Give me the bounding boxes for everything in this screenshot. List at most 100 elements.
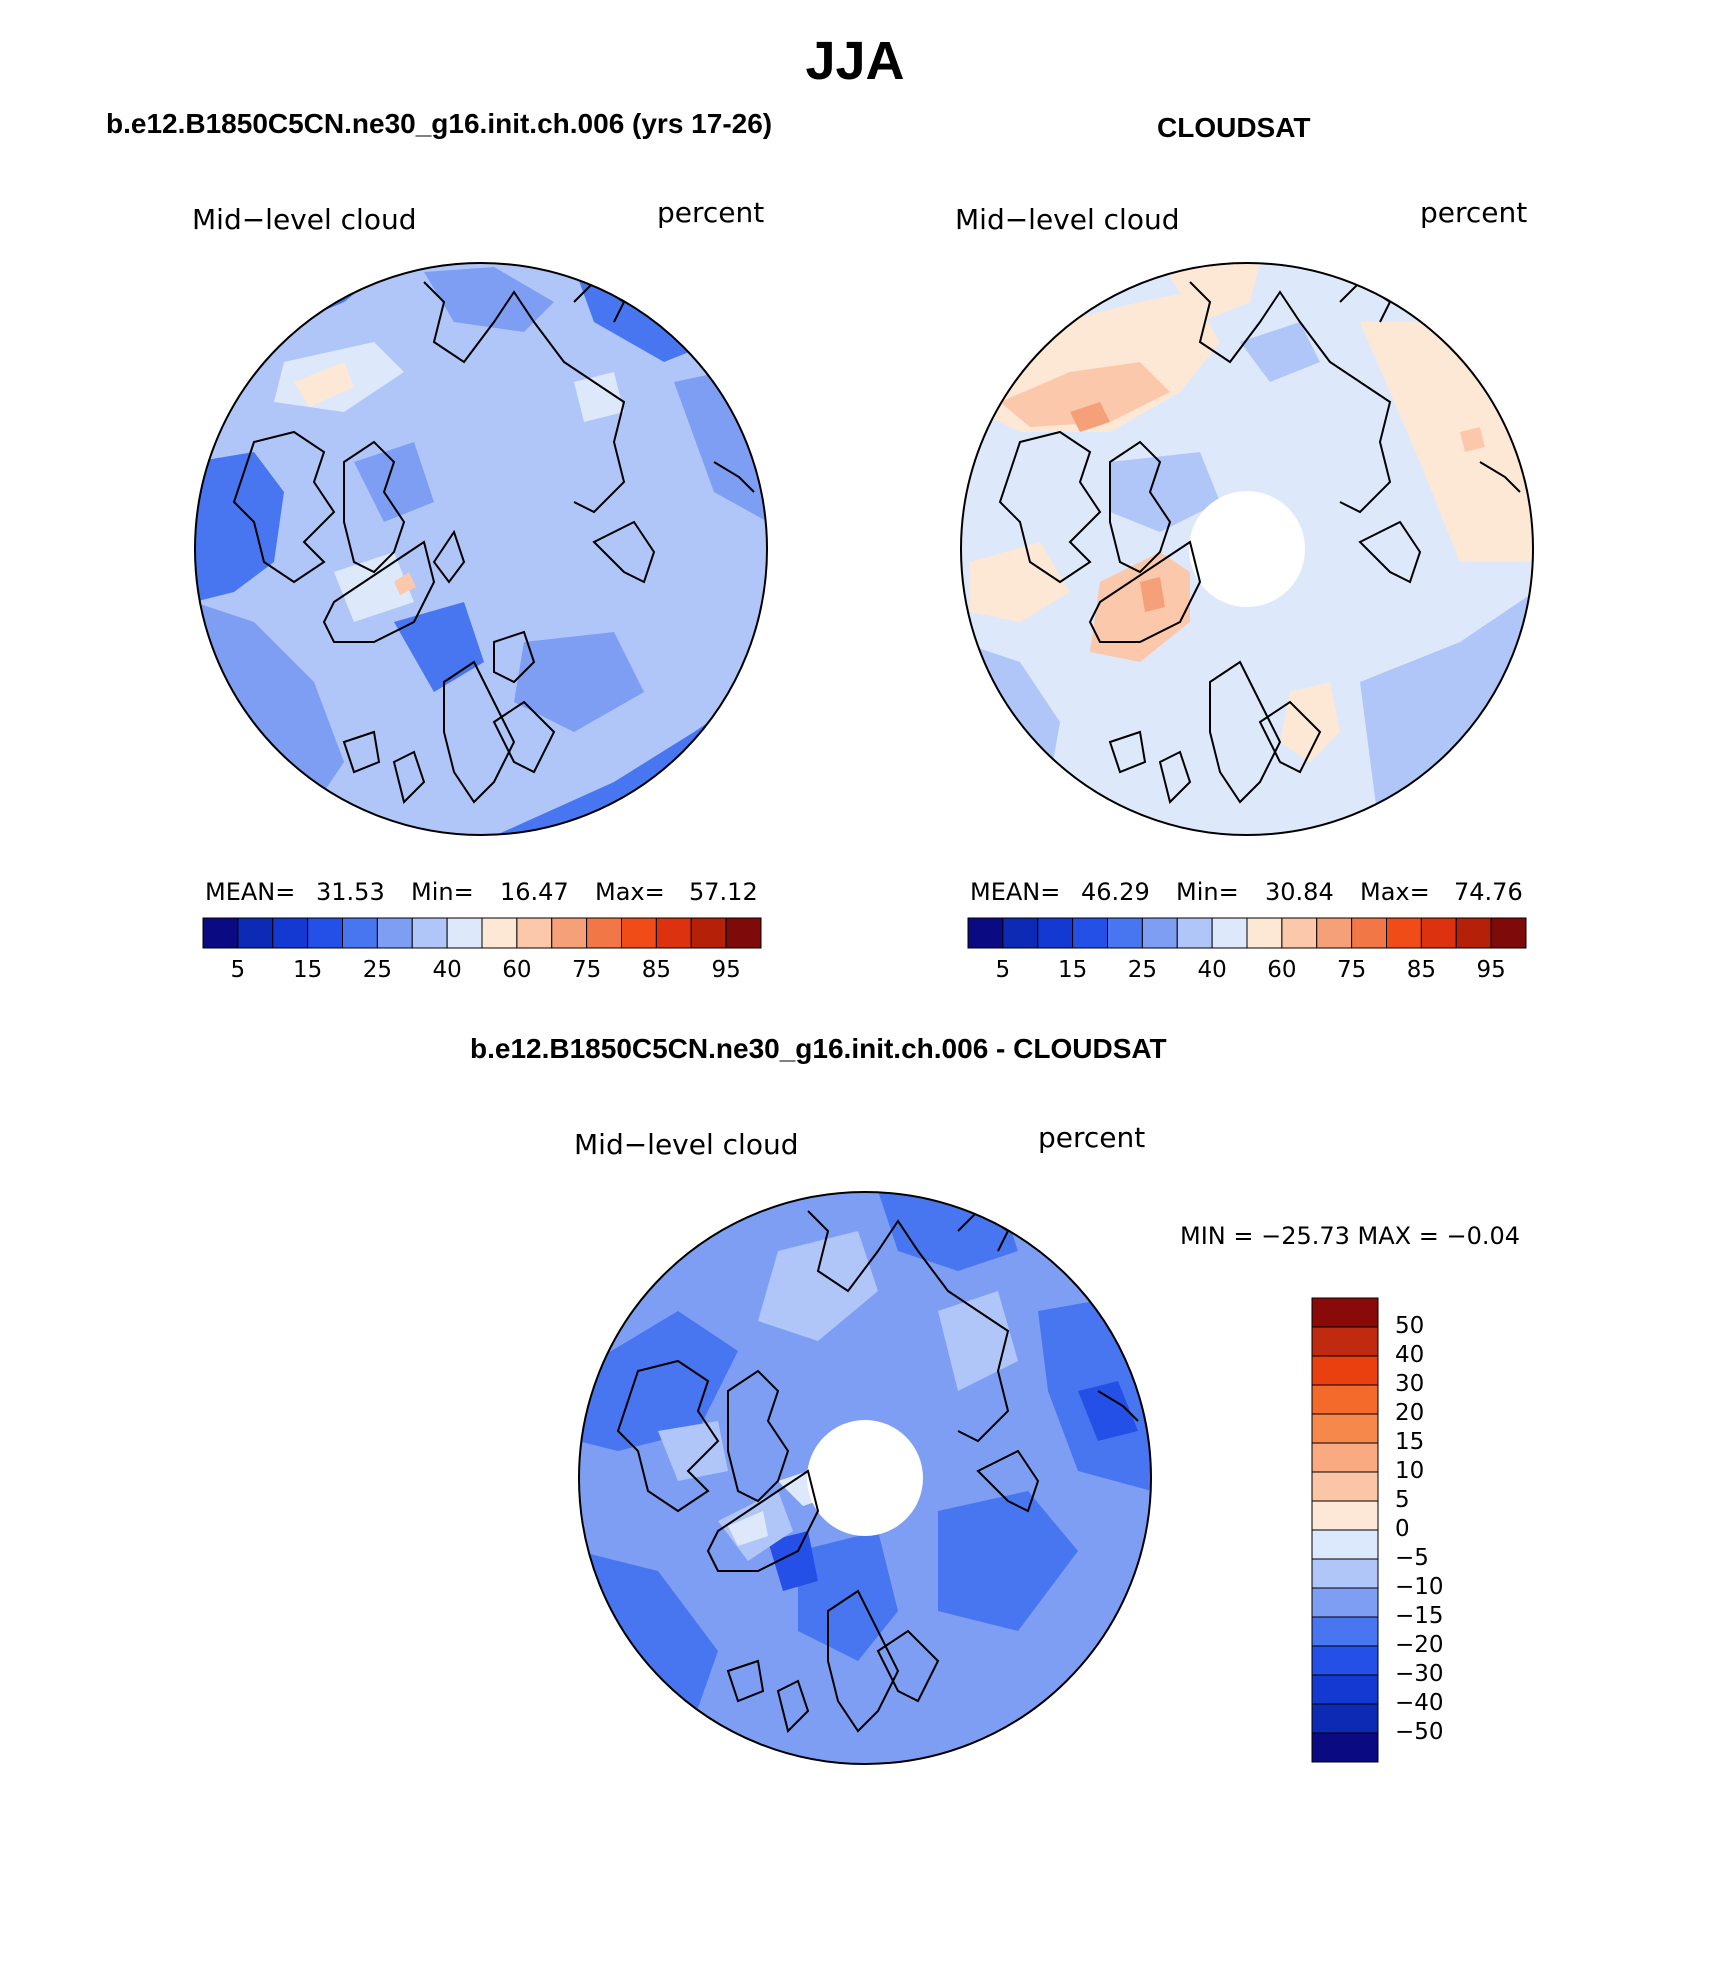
- diff-contour-light: [758, 1231, 878, 1341]
- colorbar-swatch: [237, 917, 274, 949]
- model-contour-light: [334, 552, 414, 622]
- coastline: [827, 1589, 900, 1733]
- colorbar-tick-label: 75: [1336, 957, 1367, 983]
- colorbar-swatch: [1386, 917, 1422, 949]
- diff-colorbar-ticks: 50 40 30 20 15 10 5 0 −5 −10 −15 −20 −30 −40 −50: [1395, 1298, 1485, 1762]
- model-contour-mid: [514, 632, 644, 732]
- figure-title: JJA: [805, 31, 905, 91]
- coastline: [232, 430, 336, 584]
- colorbar-tick-label: 95: [711, 957, 741, 983]
- coastline: [1358, 520, 1422, 584]
- obs-colorbar: [967, 917, 1527, 949]
- model-max-label: Max=: [595, 878, 665, 906]
- colorbar-swatch: [516, 917, 553, 949]
- colorbar-tick-label: −15: [1395, 1603, 1444, 1629]
- colorbar-swatch: [1002, 917, 1039, 949]
- diff-panel-heading: b.e12.B1850C5CN.ne30_g16.init.ch.006 - C…: [470, 1033, 1167, 1064]
- colorbar-tick-label: 0: [1395, 1516, 1410, 1542]
- colorbar-swatch: [1281, 917, 1318, 949]
- colorbar-swatch: [202, 917, 239, 949]
- coastline: [998, 430, 1102, 584]
- obs-contour-warm: [1460, 427, 1485, 452]
- obs-map-boundary: [960, 262, 1534, 836]
- coastline: [392, 750, 426, 804]
- coastline: [726, 1659, 765, 1703]
- obs-mean-value: 46.29: [1081, 878, 1150, 906]
- obs-contour-blue: [1240, 322, 1320, 382]
- diff-contour-deep: [798, 1531, 898, 1661]
- colorbar-swatch: [1311, 1355, 1379, 1386]
- diff-units-label: percent: [1038, 1121, 1146, 1154]
- colorbar-swatch: [411, 917, 448, 949]
- colorbar-swatch: [1311, 1674, 1379, 1705]
- coastline: [1209, 660, 1282, 804]
- colorbar-tick-label: 40: [432, 957, 462, 983]
- coastline: [1109, 440, 1172, 574]
- obs-contour-blue: [1110, 452, 1220, 532]
- obs-contour-warm: [1090, 552, 1190, 662]
- diff-variable-label: Mid−level cloud: [574, 1128, 799, 1161]
- colorbar-swatch: [1311, 1384, 1379, 1415]
- coastline: [1108, 730, 1147, 774]
- colorbar-tick-label: 75: [571, 957, 602, 983]
- obs-min-label: Min=: [1176, 878, 1239, 906]
- colorbar-swatch: [967, 917, 1004, 949]
- colorbar-swatch: [342, 917, 378, 949]
- colorbar-swatch: [376, 917, 413, 949]
- colorbar-tick-label: 5: [1395, 1487, 1410, 1513]
- model-mean-label: MEAN=: [205, 878, 296, 906]
- colorbar-tick-label: 5: [995, 957, 1011, 983]
- diff-contour-deep: [579, 1311, 738, 1451]
- coastline: [1088, 540, 1202, 643]
- colorbar-swatch: [1311, 1413, 1379, 1444]
- diff-contour-deep: [938, 1491, 1078, 1631]
- colorbar-tick-label: 15: [1395, 1429, 1425, 1455]
- coastline: [876, 1629, 940, 1703]
- model-contour-mid: [424, 267, 554, 332]
- colorbar-tick-label: 5: [230, 957, 246, 983]
- model-variable-label: Mid−level cloud: [192, 203, 417, 236]
- colorbar-tick-label: −20: [1395, 1632, 1444, 1658]
- colorbar-tick-label: 60: [1267, 957, 1297, 983]
- coastline: [616, 1359, 720, 1513]
- colorbar-tick-label: 60: [502, 957, 532, 983]
- colorbar-swatch: [446, 917, 483, 949]
- coastline: [807, 1210, 1010, 1443]
- obs-min-value: 30.84: [1265, 878, 1334, 906]
- colorbar-swatch: [1211, 917, 1248, 949]
- colorbar-swatch: [690, 917, 727, 949]
- colorbar-swatch: [1311, 1645, 1379, 1676]
- obs-max-value: 74.76: [1454, 878, 1523, 906]
- model-contour-mid: [354, 442, 434, 522]
- model-contour-warm: [294, 362, 354, 407]
- model-min-label: Min=: [411, 878, 474, 906]
- colorbar-swatch: [1311, 1616, 1379, 1647]
- colorbar-tick-label: −40: [1395, 1690, 1444, 1716]
- colorbar-swatch: [1311, 1703, 1379, 1734]
- diff-minmax-text: MIN = −25.73 MAX = −0.04: [1180, 1222, 1521, 1250]
- colorbar-swatch: [1420, 917, 1457, 949]
- colorbar-swatch: [1316, 917, 1353, 949]
- colorbar-tick-label: −5: [1395, 1545, 1429, 1571]
- colorbar-swatch: [1246, 917, 1283, 949]
- coastline: [1479, 461, 1521, 493]
- model-min-value: 16.47: [500, 878, 569, 906]
- colorbar-tick-label: 85: [1406, 957, 1437, 983]
- colorbar-swatch: [1311, 1500, 1379, 1531]
- model-mean-value: 31.53: [316, 878, 385, 906]
- colorbar-swatch: [586, 917, 622, 949]
- colorbar-swatch: [1311, 1471, 1379, 1502]
- model-max-value: 57.12: [689, 878, 758, 906]
- colorbar-tick-label: −50: [1395, 1719, 1444, 1745]
- colorbar-swatch: [1072, 917, 1108, 949]
- colorbar-tick-label: 85: [641, 957, 672, 983]
- model-panel-heading: b.e12.B1850C5CN.ne30_g16.init.ch.006 (yr…: [106, 108, 773, 139]
- colorbar-swatch: [1455, 917, 1492, 949]
- diff-colorbar: [1311, 1297, 1379, 1763]
- colorbar-swatch: [655, 917, 692, 949]
- coastline: [592, 520, 656, 584]
- colorbar-swatch: [1107, 917, 1143, 949]
- model-contour-deep: [195, 263, 284, 322]
- obs-contour-warm: [1000, 362, 1170, 427]
- diff-map-boundary: [578, 1191, 1152, 1765]
